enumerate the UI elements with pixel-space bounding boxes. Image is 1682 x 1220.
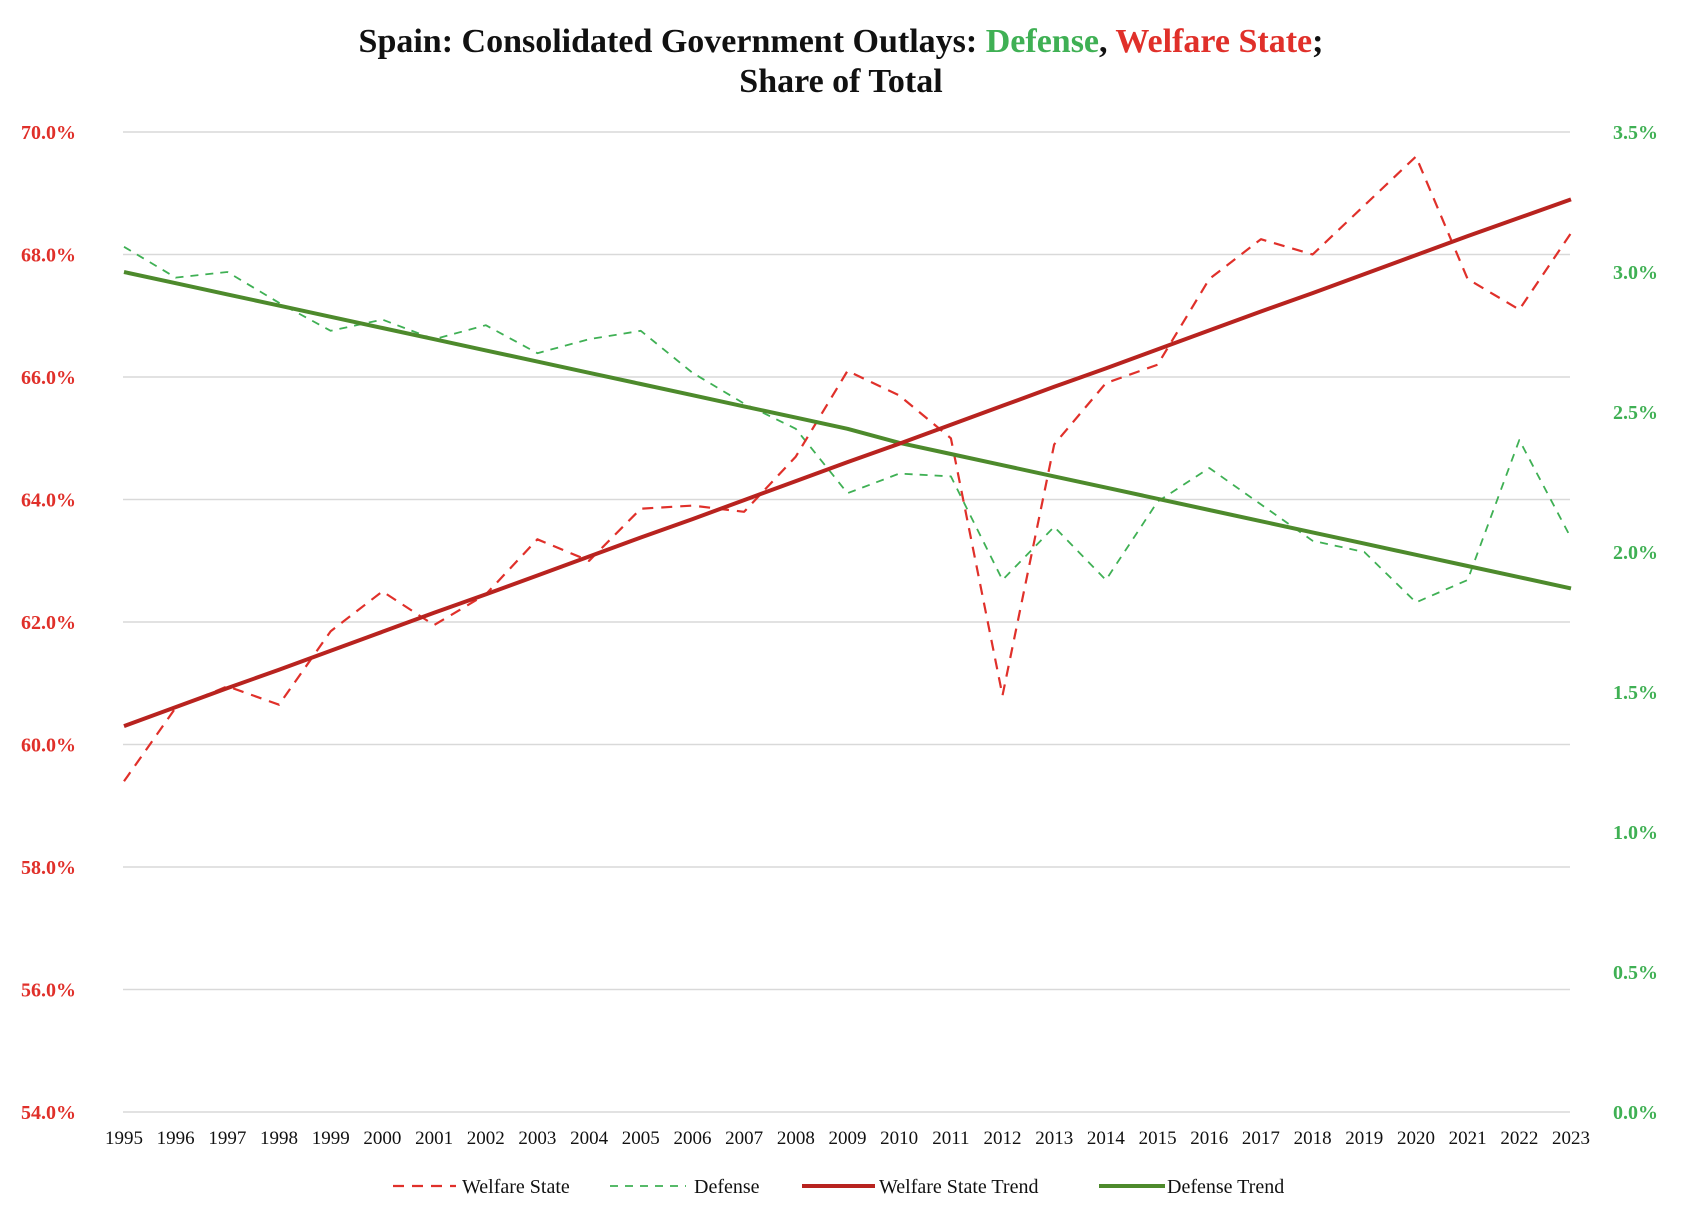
- x-tick-label: 2020: [1397, 1128, 1435, 1149]
- title-line-1: Spain: Consolidated Government Outlays: …: [0, 22, 1682, 62]
- x-tick-label: 2014: [1087, 1128, 1126, 1149]
- x-tick-label: 2015: [1139, 1128, 1177, 1149]
- title-prefix: Spain: Consolidated Government Outlays:: [358, 23, 986, 60]
- legend: Welfare State Defense Welfare State Trend D…: [393, 1176, 1284, 1198]
- right-tick-label: 0.5%: [1613, 962, 1658, 984]
- x-tick-label: 2009: [829, 1128, 867, 1149]
- series-line-defense: [123, 246, 1572, 604]
- right-tick-label: 3.0%: [1613, 262, 1658, 284]
- left-tick-label: 70.0%: [21, 122, 76, 144]
- x-tick-label: 2003: [518, 1128, 556, 1149]
- left-tick-label: 56.0%: [21, 980, 76, 1002]
- x-tick-label: 2005: [622, 1128, 660, 1149]
- x-tick-label: 1996: [157, 1128, 195, 1149]
- right-tick-label: 2.5%: [1613, 402, 1658, 424]
- title-welfare-word: Welfare State: [1115, 23, 1313, 60]
- gridlines: [123, 131, 1570, 1113]
- x-tick-label: 2022: [1500, 1128, 1538, 1149]
- right-tick-label: 1.0%: [1613, 822, 1658, 844]
- legend-label: Defense: [694, 1176, 760, 1198]
- x-tick-label: 1995: [105, 1128, 143, 1149]
- x-tick-label: 1998: [260, 1128, 298, 1149]
- x-tick-label: 2019: [1345, 1128, 1383, 1149]
- legend-label: Welfare State Trend: [879, 1176, 1038, 1198]
- title-line-2: Share of Total: [739, 63, 943, 100]
- x-tick-label: 2018: [1294, 1128, 1332, 1149]
- x-tick-label: 2000: [363, 1128, 401, 1149]
- x-tick-label: 2021: [1449, 1128, 1487, 1149]
- x-tick-label: 2007: [725, 1128, 763, 1149]
- x-tick-label: 2023: [1552, 1128, 1590, 1149]
- x-tick-label: 2016: [1190, 1128, 1228, 1149]
- x-tick-label: 2013: [1035, 1128, 1073, 1149]
- right-axis-ticks: 0.0% 0.5% 1.0% 1.5% 2.0% 2.5% 3.0% 3.5%: [1613, 122, 1658, 1124]
- left-tick-label: 68.0%: [21, 245, 76, 267]
- right-tick-label: 0.0%: [1613, 1102, 1658, 1124]
- title-suffix: ;: [1312, 23, 1324, 60]
- x-tick-label: 2002: [467, 1128, 505, 1149]
- left-axis-ticks: 54.0% 56.0% 58.0% 60.0% 62.0% 64.0% 66.0% 68.0%…: [21, 122, 76, 1124]
- x-tick-label: 2004: [570, 1128, 609, 1149]
- title-comma: ,: [1099, 23, 1116, 60]
- left-tick-label: 58.0%: [21, 857, 76, 879]
- right-tick-label: 3.5%: [1613, 122, 1658, 144]
- x-tick-label: 2006: [673, 1128, 711, 1149]
- chart-title: Spain: Consolidated Government Outlays: …: [0, 22, 1682, 102]
- x-tick-label: 2017: [1242, 1128, 1280, 1149]
- legend-label: Defense Trend: [1167, 1176, 1284, 1198]
- right-tick-label: 2.0%: [1613, 542, 1658, 564]
- x-tick-label: 2001: [415, 1128, 453, 1149]
- left-tick-label: 64.0%: [21, 490, 76, 512]
- left-tick-label: 66.0%: [21, 367, 76, 389]
- legend-label: Welfare State: [462, 1176, 570, 1198]
- x-tick-label: 2012: [984, 1128, 1022, 1149]
- x-tick-label: 2011: [932, 1128, 969, 1149]
- left-tick-label: 60.0%: [21, 735, 76, 757]
- x-tick-label: 1999: [312, 1128, 350, 1149]
- series-line-welfare-state-trend: [123, 197, 1572, 728]
- x-tick-label: 1997: [208, 1128, 246, 1149]
- series-lines: [123, 155, 1572, 782]
- series-line-welfare-state: [123, 155, 1572, 782]
- right-tick-label: 1.5%: [1613, 682, 1658, 704]
- x-tick-label: 2010: [880, 1128, 918, 1149]
- left-tick-label: 54.0%: [21, 1102, 76, 1124]
- x-axis-ticks: 1995 1996 1997 1998 1999 2000 2001 2002 2003 2004…: [105, 1128, 1590, 1149]
- title-defense-word: Defense: [985, 23, 1100, 60]
- series-line-defense-trend: [123, 270, 1572, 591]
- left-tick-label: 62.0%: [21, 612, 76, 634]
- x-tick-label: 2008: [777, 1128, 815, 1149]
